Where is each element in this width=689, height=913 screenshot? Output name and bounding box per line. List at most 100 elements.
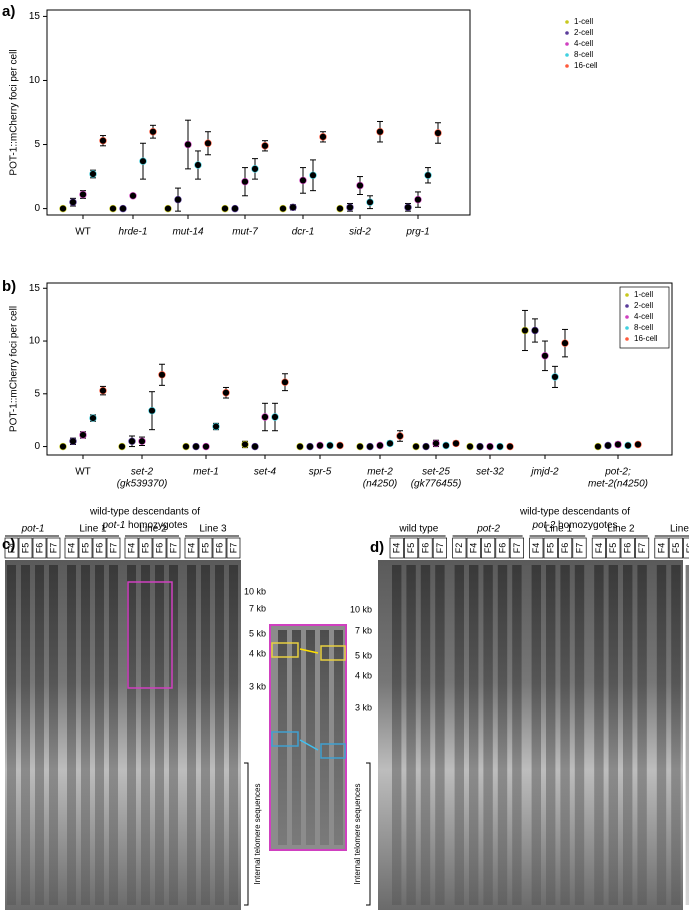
mean-point (69, 437, 77, 445)
legend-swatch (565, 20, 569, 24)
mean-point (624, 441, 632, 450)
lane-smear (141, 565, 150, 905)
legend-label: 16-cell (634, 334, 658, 343)
lane-label: F5 (140, 543, 150, 554)
lane-box (432, 537, 447, 559)
legend-swatch (625, 315, 629, 319)
lane-group-label: Line 2 (139, 524, 167, 535)
lane-smear (546, 565, 556, 905)
legend-swatch (625, 304, 629, 308)
lane-label: F5 (20, 543, 30, 554)
lane-smear (574, 565, 585, 905)
lane-box (654, 537, 669, 559)
y-tick-label: 10 (29, 336, 41, 347)
mean-point (496, 442, 504, 451)
legend-label: 2-cell (574, 28, 593, 37)
mean-point (251, 165, 259, 173)
size-marker: 4 kb (249, 648, 266, 658)
heading-gene: pot-2 (531, 520, 555, 531)
legend-label: 4-cell (634, 312, 653, 321)
y-tick-label: 0 (34, 441, 40, 452)
mean-point (202, 442, 210, 451)
mean-point (128, 437, 136, 445)
lane-box (543, 537, 558, 559)
heading: wild-type descendants of (89, 507, 200, 518)
mean-point (336, 204, 344, 213)
mean-point (118, 442, 126, 451)
size-marker: 7 kb (355, 625, 372, 635)
heading-rest: homozygotes (555, 520, 617, 531)
x-tick-label: spr-5 (309, 467, 332, 478)
lane-label: F4 (6, 543, 16, 554)
lane-box (558, 537, 573, 559)
lane-label: F4 (186, 543, 196, 554)
lane-label: F2 (454, 543, 464, 554)
lane-smear (594, 565, 604, 905)
lane-label: F4 (531, 543, 541, 554)
mean-point (594, 442, 602, 451)
mean-point (241, 440, 249, 449)
inset-lane (320, 630, 329, 845)
highlight-box (127, 581, 173, 689)
mean-point (521, 326, 529, 335)
lane-box (92, 537, 107, 559)
yellow-box (320, 645, 346, 661)
lane-label: F7 (168, 543, 178, 554)
lane-label: F7 (48, 543, 58, 554)
bracket (366, 762, 371, 906)
legend-label: 8-cell (574, 50, 593, 59)
legend-swatch (565, 31, 569, 35)
x-tick-label: met-2 (367, 467, 393, 478)
inset-lane (292, 630, 301, 845)
y-tick-label: 0 (34, 203, 40, 214)
cyan-box (320, 743, 346, 759)
lane-label: F6 (214, 543, 224, 554)
lane-box (18, 537, 33, 559)
lane-group-label: Line 1 (79, 524, 107, 535)
mean-point (366, 442, 374, 451)
lane-label: F5 (406, 543, 416, 554)
legend-label: 16-cell (574, 61, 598, 70)
mean-point (89, 170, 97, 178)
mean-point (296, 442, 304, 451)
size-marker: 4 kb (355, 670, 372, 680)
x-tick-label: WT (75, 467, 91, 478)
inset-lane (278, 630, 287, 845)
mean-point (386, 439, 394, 448)
lane-box (404, 537, 419, 559)
mean-point (221, 204, 229, 213)
lane-box (138, 537, 153, 559)
cyan-arrow (299, 739, 319, 751)
lane-label: F5 (80, 543, 90, 554)
lane-box (198, 537, 213, 559)
mean-point (412, 442, 420, 451)
mean-point (119, 204, 127, 213)
mean-point (89, 414, 97, 422)
x-tick-label: set-4 (254, 467, 277, 478)
mean-point (634, 440, 642, 449)
lane-smear (454, 565, 464, 905)
mean-point (309, 171, 317, 179)
mean-point (414, 195, 422, 204)
lane-smear (169, 565, 178, 905)
mean-point (319, 133, 327, 141)
lane-group-label: wild type (398, 524, 438, 535)
lane-box (184, 537, 199, 559)
x-tick-label: pot-2; (604, 467, 631, 478)
y-tick-label: 10 (29, 75, 41, 86)
lane-smear (469, 565, 479, 905)
lane-group-label: Line 2 (607, 524, 635, 535)
lane-box (4, 537, 19, 559)
legend-swatch (565, 53, 569, 57)
lane-smear (512, 565, 522, 905)
x-tick-label: set-32 (476, 467, 504, 478)
lane-smear (671, 565, 681, 905)
lane-group-label: pot-2 (476, 524, 500, 535)
legend-swatch (625, 337, 629, 341)
lane-smear (229, 565, 238, 905)
annotation: Internal telomere sequences (253, 784, 262, 885)
lane-box (606, 537, 621, 559)
panel-label: b) (2, 278, 16, 295)
mean-point (404, 203, 412, 212)
